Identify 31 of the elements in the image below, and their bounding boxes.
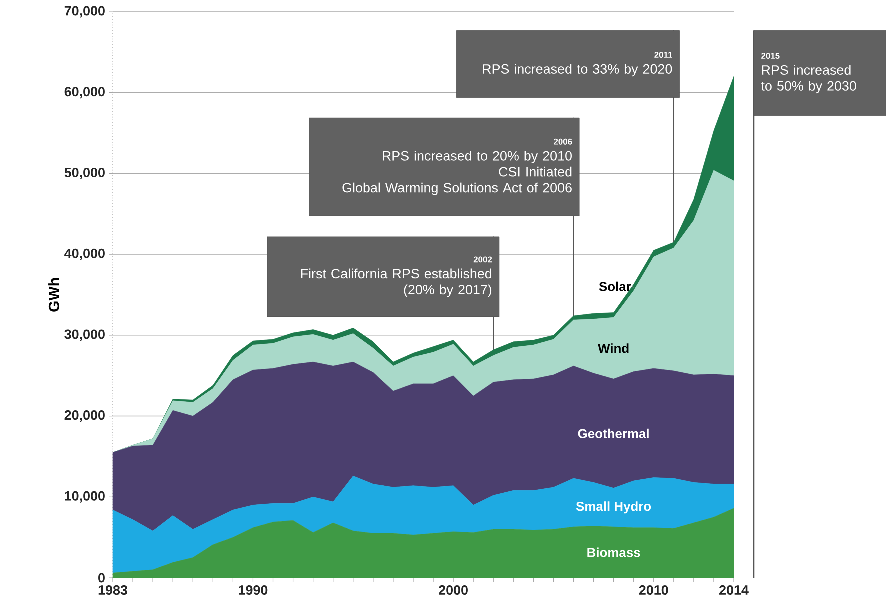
annotation: RPS increased — [762, 65, 851, 75]
y-tick-label: 40,000 — [64, 248, 105, 260]
annotation: RPS increased to 33% by 2020 — [483, 64, 672, 77]
annotation: Global Warming Solutions Act of 2006 — [342, 182, 572, 196]
x-tick-label: 2010 — [639, 586, 668, 596]
ref-line-label: 2006 — [554, 138, 572, 145]
y-axis-title: GWh — [48, 278, 60, 312]
annotation: RPS increased to 20% by 2010 — [383, 150, 572, 164]
series-label: Geothermal — [578, 428, 649, 438]
y-tick-label: 10,000 — [65, 491, 105, 503]
ref-line-label: 2002 — [474, 256, 492, 263]
series-label: Biomass — [588, 548, 640, 558]
x-tick-label: 1983 — [98, 586, 128, 596]
annotation: (20% by 2017) — [404, 284, 492, 298]
series-label: Small Hydro — [576, 502, 652, 514]
y-tick-label: 0 — [98, 573, 105, 583]
x-tick-label: 2000 — [439, 586, 468, 596]
y-tick-label: 50,000 — [64, 168, 105, 180]
y-tick-label: 60,000 — [64, 87, 105, 99]
y-tick-label: 70,000 — [64, 6, 105, 18]
x-tick-label: 2014 — [720, 586, 749, 596]
y-tick-label: 20,000 — [64, 410, 105, 422]
annotation: to 50% by 2030 — [761, 81, 856, 94]
series-label: Solar — [599, 282, 632, 292]
annotation: First California RPS established — [301, 268, 492, 279]
x-tick-label: 1990 — [239, 586, 268, 596]
ref-line-label: 2011 — [654, 52, 672, 58]
ref-line-label: 2015 — [762, 53, 780, 59]
annotation: CSI Initiated — [499, 166, 572, 177]
y-tick-label: 30,000 — [64, 330, 105, 342]
series-label: Wind — [598, 344, 629, 354]
